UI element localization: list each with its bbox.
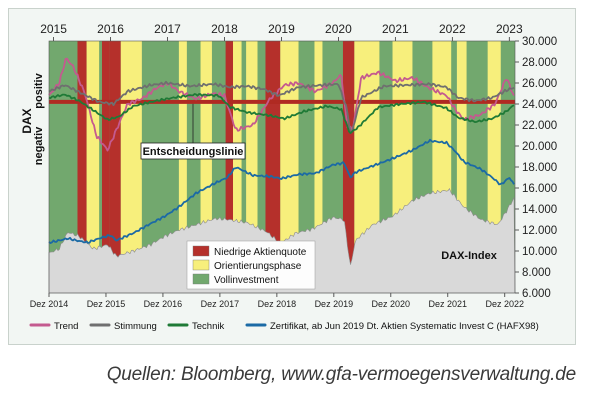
series-line-zertifikat bbox=[48, 138, 515, 245]
plot-border bbox=[48, 40, 516, 294]
source-note: Quellen: Bloomberg, www.gfa-vermoegensve… bbox=[106, 364, 576, 385]
left-label-title: DAX bbox=[20, 108, 34, 133]
regime-band-yellow bbox=[456, 41, 467, 293]
regime-band-yellow bbox=[246, 41, 258, 293]
top-year-label: 2019 bbox=[268, 22, 295, 36]
regime-band-red bbox=[225, 41, 234, 293]
regime-band-yellow bbox=[86, 41, 100, 293]
regime-band-yellow bbox=[200, 41, 212, 293]
top-year-label: 2023 bbox=[496, 22, 523, 36]
bottom-tick-label: Dez 2022 bbox=[485, 299, 524, 309]
top-year-label: 2018 bbox=[211, 22, 238, 36]
regime-legend-label: Vollinvestment bbox=[214, 275, 279, 286]
top-year-label: 2020 bbox=[325, 22, 352, 36]
y-tick-label: 10.000 bbox=[522, 246, 557, 258]
decision-callout-label: Entscheidungslinie bbox=[143, 146, 244, 158]
top-year-label: 2022 bbox=[439, 22, 466, 36]
y-tick-label: 16.000 bbox=[522, 183, 557, 195]
regime-band-yellow bbox=[280, 41, 299, 293]
top-year-label: 2017 bbox=[154, 22, 181, 36]
y-tick-label: 22.000 bbox=[522, 120, 557, 132]
y-tick-label: 12.000 bbox=[522, 225, 557, 237]
dax-chart: 6.000 8.000 10.000 12.000 14.000 16.000 18.000… bbox=[20, 22, 557, 332]
bottom-tick-label: Dez 2020 bbox=[372, 299, 411, 309]
y-tick-label: 6.000 bbox=[522, 288, 551, 300]
bottom-tick-label: Dez 2019 bbox=[315, 299, 354, 309]
chart-frame: 6.000 8.000 10.000 12.000 14.000 16.000 18.000… bbox=[8, 8, 576, 345]
y-tick-label: 24.000 bbox=[522, 99, 557, 111]
regime-band-red bbox=[101, 41, 110, 293]
regime-legend-swatch bbox=[192, 259, 210, 271]
y-tick-label: 20.000 bbox=[522, 141, 557, 153]
regime-band-red bbox=[342, 41, 355, 293]
regime-legend-swatch bbox=[192, 245, 210, 257]
series-legend-label: Stimmung bbox=[114, 321, 157, 332]
regime-band-yellow bbox=[314, 41, 323, 293]
series-legend-label: Trend bbox=[54, 321, 78, 332]
regime-band-red bbox=[77, 41, 87, 293]
bottom-tick-label: Dez 2015 bbox=[87, 299, 126, 309]
bottom-tick-label: Dez 2017 bbox=[201, 299, 240, 309]
bottom-tick-label: Dez 2014 bbox=[30, 299, 69, 309]
left-label-positive: positiv bbox=[33, 72, 45, 108]
y-tick-label: 30.000 bbox=[522, 36, 557, 48]
top-year-label: 2016 bbox=[97, 22, 124, 36]
series-legend-label: Zertifikat, ab Jun 2019 Dt. Aktien Syste… bbox=[270, 321, 539, 332]
y-tick-label: 28.000 bbox=[522, 57, 557, 69]
y-tick-label: 14.000 bbox=[522, 204, 557, 216]
regime-legend-label: Orientierungsphase bbox=[214, 261, 302, 272]
regime-band-red bbox=[109, 41, 121, 293]
regime-band-red bbox=[265, 41, 281, 293]
top-year-label: 2015 bbox=[40, 22, 67, 36]
series-line-trend bbox=[48, 57, 515, 152]
series-line-stimmung bbox=[48, 80, 515, 134]
bottom-tick-label: Dez 2021 bbox=[429, 299, 468, 309]
series-line-technik bbox=[48, 93, 515, 134]
left-label-negative: negativ bbox=[33, 126, 45, 165]
dax-index-label: DAX-Index bbox=[441, 250, 498, 262]
top-year-label: 2021 bbox=[382, 22, 409, 36]
bottom-tick-label: Dez 2016 bbox=[144, 299, 183, 309]
y-tick-label: 18.000 bbox=[522, 162, 557, 174]
y-tick-label: 8.000 bbox=[522, 267, 551, 279]
regime-legend-swatch bbox=[192, 273, 210, 285]
regime-band-yellow bbox=[120, 41, 142, 293]
regime-band-yellow bbox=[178, 41, 187, 293]
bottom-tick-label: Dez 2018 bbox=[258, 299, 297, 309]
series-legend-label: Technik bbox=[192, 321, 224, 332]
y-tick-label: 26.000 bbox=[522, 78, 557, 90]
regime-legend-label: Niedrige Aktienquote bbox=[214, 247, 307, 258]
